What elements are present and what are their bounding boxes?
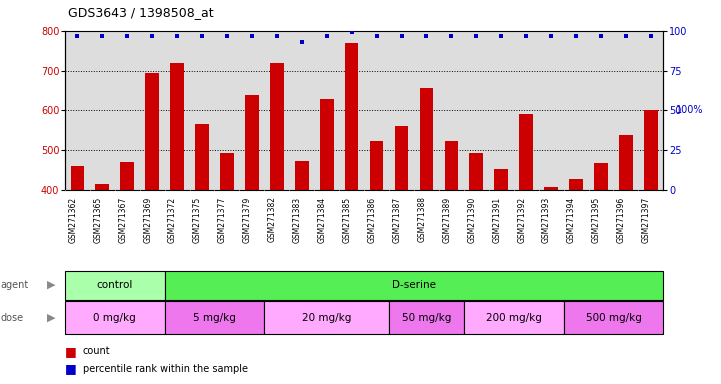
Text: GSM271365: GSM271365 (93, 196, 102, 243)
Bar (445, 141, 459, 190)
Text: GSM271383: GSM271383 (293, 196, 302, 243)
Bar (65, 301, 164, 334)
Text: GSM271394: GSM271394 (567, 196, 576, 243)
Text: 200 mg/kg: 200 mg/kg (486, 313, 541, 323)
Text: GSM271390: GSM271390 (467, 196, 477, 243)
Text: ■: ■ (65, 345, 76, 358)
Text: GSM271379: GSM271379 (243, 196, 252, 243)
Text: GSM271377: GSM271377 (218, 196, 227, 243)
Bar (245, 95, 259, 190)
Text: 20 mg/kg: 20 mg/kg (302, 313, 351, 323)
Text: GSM271388: GSM271388 (417, 196, 426, 242)
Bar (170, 63, 184, 190)
Bar (265, 301, 389, 334)
Bar (146, 73, 159, 190)
Text: GSM271375: GSM271375 (193, 196, 202, 243)
Text: D-serine: D-serine (392, 280, 436, 290)
Text: GSM271393: GSM271393 (542, 196, 551, 243)
Text: ■: ■ (65, 362, 76, 375)
Text: GSM271382: GSM271382 (267, 196, 277, 242)
Text: GSM271395: GSM271395 (592, 196, 601, 243)
Text: dose: dose (1, 313, 24, 323)
Text: GSM271396: GSM271396 (617, 196, 626, 243)
Bar (619, 136, 633, 190)
Text: 50 mg/kg: 50 mg/kg (402, 313, 451, 323)
Text: count: count (83, 346, 110, 356)
Bar (564, 301, 663, 334)
Text: GSM271389: GSM271389 (443, 196, 451, 243)
Y-axis label: 100%: 100% (676, 105, 704, 116)
Text: GSM271369: GSM271369 (143, 196, 152, 243)
Bar (464, 301, 564, 334)
Bar (220, 153, 234, 190)
Text: ▶: ▶ (47, 313, 56, 323)
Text: GSM271367: GSM271367 (118, 196, 127, 243)
Bar (370, 141, 384, 190)
Text: GSM271397: GSM271397 (642, 196, 651, 243)
Bar (420, 88, 433, 190)
Bar (71, 166, 84, 190)
Text: agent: agent (1, 280, 29, 290)
Bar (644, 111, 658, 190)
Bar (569, 179, 583, 190)
Text: GSM271386: GSM271386 (368, 196, 376, 243)
Text: GSM271392: GSM271392 (517, 196, 526, 243)
Text: GSM271387: GSM271387 (392, 196, 402, 243)
Bar (95, 184, 109, 190)
Bar (394, 126, 408, 190)
Bar (495, 169, 508, 190)
Bar (469, 154, 483, 190)
Text: GSM271362: GSM271362 (68, 196, 77, 243)
Text: GSM271391: GSM271391 (492, 196, 501, 243)
Text: GSM271384: GSM271384 (318, 196, 327, 243)
Bar (120, 162, 134, 190)
Bar (65, 271, 164, 300)
Bar (270, 63, 283, 190)
Bar (164, 271, 663, 300)
Text: 500 mg/kg: 500 mg/kg (585, 313, 642, 323)
Text: control: control (97, 280, 133, 290)
Text: GSM271385: GSM271385 (342, 196, 352, 243)
Bar (320, 99, 334, 190)
Bar (295, 161, 309, 190)
Bar (519, 114, 533, 190)
Text: 5 mg/kg: 5 mg/kg (193, 313, 236, 323)
Text: GDS3643 / 1398508_at: GDS3643 / 1398508_at (68, 6, 214, 19)
Bar (164, 301, 265, 334)
Bar (195, 124, 209, 190)
Text: ▶: ▶ (47, 280, 56, 290)
Bar (544, 187, 558, 190)
Bar (389, 301, 464, 334)
Bar (594, 163, 608, 190)
Text: GSM271372: GSM271372 (168, 196, 177, 243)
Text: 0 mg/kg: 0 mg/kg (94, 313, 136, 323)
Text: percentile rank within the sample: percentile rank within the sample (83, 364, 248, 374)
Bar (345, 43, 358, 190)
